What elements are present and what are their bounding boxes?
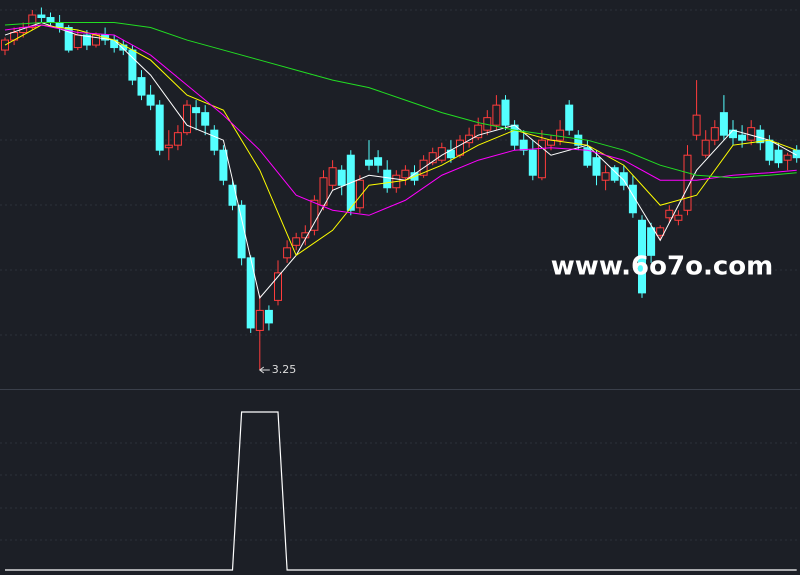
candle-body bbox=[383, 169, 392, 189]
candle-body bbox=[310, 199, 319, 231]
candle-body bbox=[255, 309, 264, 331]
candle-body bbox=[592, 157, 601, 176]
candle-body bbox=[692, 114, 701, 136]
candle-body bbox=[183, 104, 191, 134]
candle-body bbox=[601, 172, 610, 181]
candle-body bbox=[401, 169, 410, 179]
candle-body bbox=[474, 124, 483, 139]
candle-body bbox=[574, 134, 583, 146]
candle-body bbox=[137, 77, 146, 96]
candle-body bbox=[492, 104, 501, 126]
candle-body bbox=[274, 272, 282, 301]
candle-body bbox=[365, 159, 373, 166]
annotation-label: 3.25 bbox=[272, 363, 297, 376]
ma-line bbox=[4, 22, 797, 179]
candle-body bbox=[628, 184, 637, 214]
candle-body bbox=[92, 34, 100, 46]
candle-body bbox=[201, 112, 210, 126]
candle-body bbox=[374, 157, 383, 166]
candle-body bbox=[155, 104, 164, 151]
candle-body bbox=[674, 214, 683, 221]
candle-body bbox=[519, 139, 528, 151]
candle-body bbox=[647, 227, 656, 256]
candle-body bbox=[37, 14, 46, 19]
candle-body bbox=[701, 139, 710, 156]
candle-body bbox=[283, 247, 292, 259]
candle-body bbox=[64, 27, 73, 51]
candle-body bbox=[638, 219, 646, 294]
candle-body bbox=[774, 149, 783, 164]
annotation-arrow-head bbox=[258, 366, 265, 374]
candle-body bbox=[210, 129, 219, 151]
candle-body bbox=[28, 14, 37, 29]
indicator-panel bbox=[5, 411, 797, 571]
candle-body bbox=[428, 152, 437, 164]
candle-body bbox=[710, 127, 719, 141]
candle-body bbox=[328, 167, 337, 186]
candle-body bbox=[146, 94, 155, 106]
candle-body bbox=[437, 147, 446, 161]
candle-body bbox=[510, 124, 519, 146]
candle-body bbox=[583, 147, 592, 166]
candle-body bbox=[173, 132, 182, 146]
candle-body bbox=[610, 167, 619, 181]
candle-body bbox=[783, 154, 792, 161]
candle-body bbox=[537, 139, 546, 179]
candle-body bbox=[747, 127, 756, 141]
moving-averages: 3.25 bbox=[4, 22, 797, 376]
candle-body bbox=[319, 177, 328, 206]
candle-body bbox=[665, 209, 674, 219]
candle-body bbox=[556, 129, 565, 141]
candle-body bbox=[73, 34, 82, 49]
candle-body bbox=[355, 179, 364, 209]
candle-body bbox=[619, 172, 628, 186]
candle-body bbox=[164, 144, 173, 149]
candle-body bbox=[501, 99, 510, 126]
ma-line bbox=[4, 24, 797, 216]
candle-body bbox=[301, 232, 310, 239]
candle-body bbox=[219, 149, 228, 181]
candle-body bbox=[738, 134, 747, 141]
candle-body bbox=[656, 227, 665, 236]
candle-body bbox=[264, 309, 273, 324]
candle-body bbox=[237, 204, 246, 259]
indicator-line bbox=[5, 411, 797, 571]
candle-body bbox=[565, 104, 574, 131]
candle-body bbox=[528, 149, 537, 176]
ma-line bbox=[4, 24, 797, 257]
candle-body bbox=[192, 107, 201, 114]
candle-body bbox=[465, 134, 474, 144]
candle-body bbox=[765, 139, 774, 161]
candle-body bbox=[46, 17, 55, 24]
candle-body bbox=[292, 237, 301, 246]
candle-body bbox=[683, 154, 692, 211]
candle-body bbox=[719, 112, 728, 136]
candle-body bbox=[337, 169, 346, 186]
watermark: www.6o7o.com bbox=[551, 252, 773, 282]
candle-body bbox=[456, 139, 464, 156]
candle-body bbox=[82, 34, 91, 46]
grid bbox=[0, 9, 800, 541]
